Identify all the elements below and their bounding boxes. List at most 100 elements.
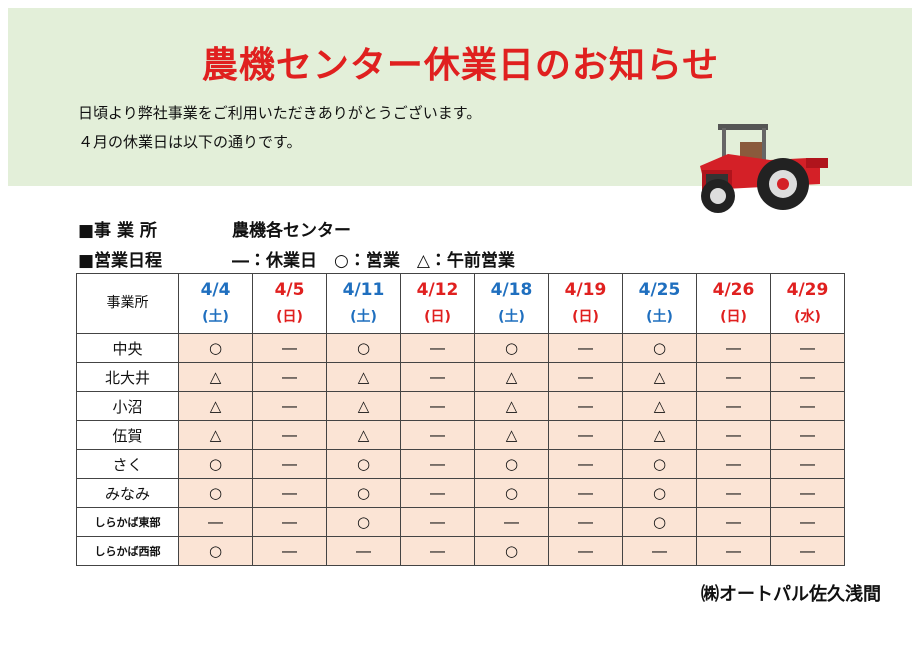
status-cell: ― xyxy=(252,536,327,566)
status-cell: ― xyxy=(400,536,475,566)
status-cell: ○ xyxy=(622,449,697,479)
status-cell: ― xyxy=(548,507,623,537)
date: 4/18 xyxy=(490,279,533,300)
info-line: ■事 業 所 農機各センター xyxy=(78,216,351,241)
date-header: 4/29 (水) xyxy=(770,273,845,334)
status-cell: ― xyxy=(252,420,327,450)
status-cell: ○ xyxy=(326,507,401,537)
intro-line: ４月の休業日は以下の通りです。 xyxy=(78,133,302,151)
status-cell: △ xyxy=(622,420,697,450)
status-cell: ― xyxy=(696,391,771,421)
status-cell: ― xyxy=(252,507,327,537)
status-cell: ― xyxy=(548,536,623,566)
weekday: (日) xyxy=(720,308,747,325)
row: みなみ ○ ― ○ ― ○ ― ○ ― ― xyxy=(76,478,845,508)
weekday: (土) xyxy=(202,308,229,325)
status-cell: ― xyxy=(548,391,623,421)
corner-cell: 事業所 xyxy=(76,273,179,334)
status-cell: ― xyxy=(252,478,327,508)
status-cell: ― xyxy=(400,333,475,363)
status-cell: ― xyxy=(696,449,771,479)
status-cell: △ xyxy=(622,362,697,392)
status-cell: ― xyxy=(252,449,327,479)
info-label: ■事 業 所 xyxy=(78,221,157,241)
date: 4/5 xyxy=(274,279,305,300)
date-header: 4/25 (土) xyxy=(622,273,697,334)
weekday: (土) xyxy=(350,308,377,325)
date-header: 4/12 (日) xyxy=(400,273,475,334)
status-cell: ― xyxy=(252,333,327,363)
status-cell: ○ xyxy=(326,478,401,508)
status-cell: ― xyxy=(548,333,623,363)
status-cell: ― xyxy=(770,507,845,537)
status-cell: ― xyxy=(770,391,845,421)
status-cell: ― xyxy=(696,420,771,450)
tractor-icon xyxy=(700,124,828,213)
status-cell: ― xyxy=(696,362,771,392)
status-cell: ― xyxy=(548,478,623,508)
row: しらかば東部 ― ― ○ ― ― ― ○ ― ― xyxy=(76,507,845,537)
status-cell: △ xyxy=(178,362,253,392)
date: 4/12 xyxy=(416,279,459,300)
weekday: (土) xyxy=(498,308,525,325)
status-cell: ― xyxy=(622,536,697,566)
header-row: 事業所 4/4 (土) 4/5 (日) 4/11 (土) 4/12 (日) 4/18 (土) 4/19… xyxy=(76,273,845,334)
status-cell: ○ xyxy=(474,536,549,566)
status-cell: ○ xyxy=(178,536,253,566)
date-header: 4/11 (土) xyxy=(326,273,401,334)
status-cell: ― xyxy=(326,536,401,566)
info-value: ―：休業日 ○：営業 △：午前営業 xyxy=(232,251,515,271)
status-cell: ― xyxy=(400,391,475,421)
status-cell: ― xyxy=(252,362,327,392)
date: 4/29 xyxy=(786,279,829,300)
row: さく ○ ― ○ ― ○ ― ○ ― ― xyxy=(76,449,845,479)
status-cell: △ xyxy=(474,420,549,450)
date-header: 4/19 (日) xyxy=(548,273,623,334)
status-cell: △ xyxy=(326,362,401,392)
date: 4/4 xyxy=(200,279,231,300)
date: 4/19 xyxy=(564,279,607,300)
status-cell: ― xyxy=(548,449,623,479)
status-cell: ― xyxy=(696,536,771,566)
status-cell: ○ xyxy=(622,333,697,363)
date-header: 4/4 (土) xyxy=(178,273,253,334)
status-cell: ― xyxy=(770,478,845,508)
weekday: (日) xyxy=(276,308,303,325)
status-cell: ○ xyxy=(326,333,401,363)
status-cell: ― xyxy=(770,420,845,450)
info-line: ■営業日程 ―：休業日 ○：営業 △：午前営業 xyxy=(78,246,515,271)
status-cell: ― xyxy=(400,362,475,392)
office-name: しらかば東部 xyxy=(76,507,179,537)
office-name: 伍賀 xyxy=(76,420,179,450)
schedule-table: 事業所 4/4 (土) 4/5 (日) 4/11 (土) 4/12 (日) 4/18 (土) 4/19… xyxy=(76,273,845,566)
status-cell: △ xyxy=(474,362,549,392)
weekday: (土) xyxy=(646,308,673,325)
status-cell: ― xyxy=(400,507,475,537)
date-header: 4/5 (日) xyxy=(252,273,327,334)
status-cell: ○ xyxy=(474,478,549,508)
status-cell: ― xyxy=(770,449,845,479)
status-cell: ― xyxy=(770,333,845,363)
status-cell: ― xyxy=(178,507,253,537)
status-cell: ○ xyxy=(622,507,697,537)
status-cell: ― xyxy=(252,391,327,421)
status-cell: ○ xyxy=(178,333,253,363)
weekday: (水) xyxy=(794,308,821,325)
office-name: さく xyxy=(76,449,179,479)
status-cell: ― xyxy=(770,362,845,392)
office-name: みなみ xyxy=(76,478,179,508)
row: 伍賀 △ ― △ ― △ ― △ ― ― xyxy=(76,420,845,450)
footer: ㈱オートパル佐久浅間 xyxy=(701,584,881,605)
intro-line: 日頃より弊社事業をご利用いただきありがとうございます。 xyxy=(78,104,482,122)
date: 4/11 xyxy=(342,279,385,300)
date-header: 4/26 (日) xyxy=(696,273,771,334)
row: しらかば西部 ○ ― ― ― ○ ― ― ― ― xyxy=(76,536,845,566)
status-cell: ― xyxy=(400,449,475,479)
office-name: 中央 xyxy=(76,333,179,363)
row: 中央 ○ ― ○ ― ○ ― ○ ― ― xyxy=(76,333,845,363)
date-header: 4/18 (土) xyxy=(474,273,549,334)
status-cell: ― xyxy=(474,507,549,537)
status-cell: △ xyxy=(178,420,253,450)
weekday: (日) xyxy=(572,308,599,325)
